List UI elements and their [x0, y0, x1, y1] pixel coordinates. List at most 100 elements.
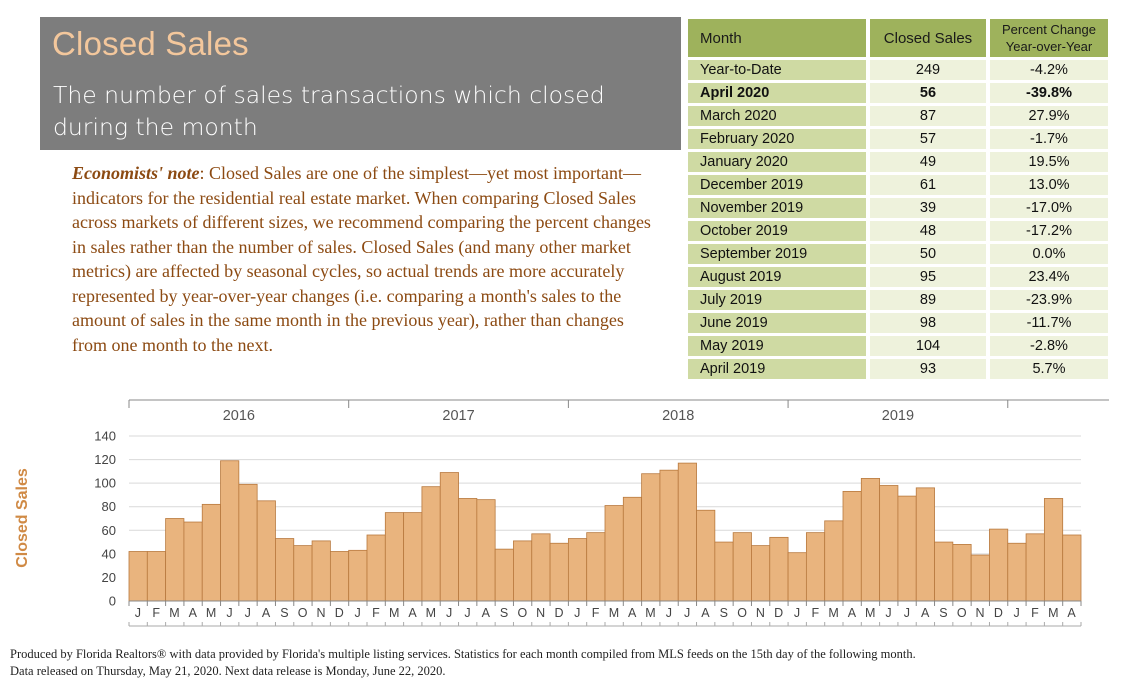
x-tick-label: N: [976, 606, 986, 620]
x-tick-label: J: [1014, 606, 1021, 620]
cell-percent-change: 23.4%: [990, 267, 1108, 287]
bar: [824, 520, 844, 602]
y-tick-label: 140: [94, 429, 116, 444]
bar: [751, 545, 771, 602]
cell-month: July 2019: [688, 290, 866, 310]
cell-percent-change: -1.7%: [990, 129, 1108, 149]
cell-closed-sales: 49: [870, 152, 986, 172]
x-tick-label: O: [737, 606, 747, 620]
bar: [1007, 542, 1027, 602]
year-label: 2018: [662, 408, 694, 424]
x-tick-label: J: [684, 606, 691, 620]
bar: [677, 462, 697, 602]
x-tick-label: A: [1067, 606, 1076, 620]
bar: [513, 540, 533, 602]
x-tick-label: S: [720, 606, 729, 620]
economists-note: Economists' note: Closed Sales are one o…: [72, 161, 662, 357]
x-tick-label: S: [939, 606, 948, 620]
bar: [531, 533, 551, 602]
bar: [696, 509, 716, 602]
cell-month: January 2020: [688, 152, 866, 172]
bar: [897, 495, 917, 602]
bar: [366, 534, 386, 602]
x-tick-label: J: [446, 606, 453, 620]
cell-percent-change: -2.8%: [990, 336, 1108, 356]
bar: [989, 528, 1009, 602]
x-tick-label: F: [592, 606, 600, 620]
title-banner: Closed Sales The number of sales transac…: [40, 17, 681, 150]
table-row: February 2020 57 -1.7%: [688, 129, 1108, 149]
cell-closed-sales: 93: [870, 359, 986, 379]
x-tick-label: J: [885, 606, 892, 620]
bar: [714, 541, 734, 602]
x-tick-label: D: [554, 606, 564, 620]
bar: [403, 512, 423, 602]
cell-closed-sales: 56: [870, 83, 986, 103]
cell-percent-change: -17.2%: [990, 221, 1108, 241]
x-tick-label: M: [206, 606, 217, 620]
bar: [128, 551, 148, 602]
year-label: 2019: [882, 408, 914, 424]
cell-percent-change: -11.7%: [990, 313, 1108, 333]
x-tick-label: A: [701, 606, 710, 620]
x-tick-label: M: [1048, 606, 1059, 620]
closed-sales-table: Month Closed Sales Percent Change Year-o…: [684, 16, 1112, 382]
x-tick-label: M: [389, 606, 400, 620]
header-pct-line1: Percent Change: [1002, 22, 1096, 37]
bar: [586, 532, 606, 602]
header-month: Month: [688, 19, 866, 57]
x-tick-label: O: [298, 606, 308, 620]
cell-month: October 2019: [688, 221, 866, 241]
bar: [549, 542, 569, 602]
cell-percent-change: -17.0%: [990, 198, 1108, 218]
cell-closed-sales: 98: [870, 313, 986, 333]
note-lead: Economists' note: [72, 163, 200, 183]
x-tick-label: J: [354, 606, 361, 620]
cell-percent-change: -23.9%: [990, 290, 1108, 310]
x-tick-label: A: [408, 606, 417, 620]
table-row: July 2019 89 -23.9%: [688, 290, 1108, 310]
table-row: June 2019 98 -11.7%: [688, 313, 1108, 333]
table-row: April 2019 93 5.7%: [688, 359, 1108, 379]
bar: [842, 490, 862, 602]
table-row: October 2019 48 -17.2%: [688, 221, 1108, 241]
header-percent-change: Percent Change Year-over-Year: [990, 19, 1108, 57]
bar: [458, 498, 478, 602]
bar: [970, 554, 990, 602]
x-tick-label: J: [904, 606, 911, 620]
x-tick-label: D: [774, 606, 784, 620]
cell-closed-sales: 95: [870, 267, 986, 287]
bar: [329, 551, 350, 602]
bar: [238, 483, 258, 602]
cell-percent-change: 27.9%: [990, 106, 1108, 126]
cell-closed-sales: 249: [870, 60, 986, 80]
bar: [494, 548, 514, 602]
bar: [1062, 534, 1082, 602]
x-tick-label: M: [169, 606, 180, 620]
x-tick-label: A: [921, 606, 930, 620]
cell-month: April 2019: [688, 359, 866, 379]
x-tick-label: N: [536, 606, 546, 620]
x-tick-label: M: [828, 606, 839, 620]
footer-line-1: Produced by Florida Realtors® with data …: [10, 647, 916, 661]
x-tick-label: J: [135, 606, 142, 620]
table-row: April 2020 56 -39.8%: [688, 83, 1108, 103]
note-body: : Closed Sales are one of the simplest—y…: [72, 163, 651, 355]
x-tick-label: N: [316, 606, 326, 620]
bar: [293, 545, 313, 602]
bar: [384, 512, 405, 602]
y-tick-label: 60: [102, 523, 116, 538]
bar: [622, 496, 643, 602]
bar: [732, 532, 752, 602]
table-row: November 2019 39 -17.0%: [688, 198, 1108, 218]
year-label: 2016: [223, 408, 255, 424]
bar: [439, 472, 459, 602]
bar: [805, 532, 826, 602]
footer: Produced by Florida Realtors® with data …: [10, 646, 916, 680]
cell-percent-change: 19.5%: [990, 152, 1108, 172]
page-title: Closed Sales: [52, 25, 249, 62]
x-tick-label: D: [335, 606, 345, 620]
bar: [1043, 498, 1064, 602]
y-tick-label: 0: [109, 594, 116, 609]
x-tick-label: A: [262, 606, 271, 620]
